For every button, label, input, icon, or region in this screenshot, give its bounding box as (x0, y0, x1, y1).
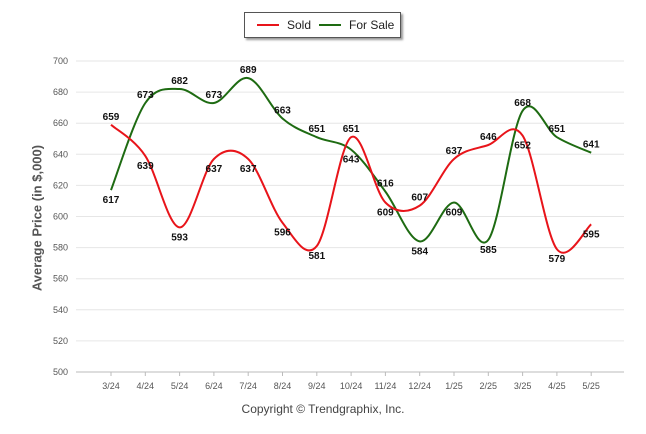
legend-item-sold[interactable]: Sold (257, 13, 311, 37)
x-tick-label-7/24: 7/24 (239, 381, 257, 391)
data-label-for-sale-14: 641 (583, 140, 600, 151)
data-label-for-sale-2: 682 (171, 76, 188, 87)
x-tick-label-4/25: 4/25 (548, 381, 566, 391)
data-label-sold-14: 595 (583, 229, 600, 240)
series-line-sold (110, 124, 592, 254)
y-tick-label-520: 520 (53, 336, 68, 346)
x-tick-label-1/25: 1/25 (445, 381, 463, 391)
copyright-text: Copyright © Trendgraphix, Inc. (241, 402, 405, 416)
data-label-sold-5: 596 (274, 228, 291, 239)
y-tick-label-600: 600 (53, 212, 68, 222)
data-label-sold-2: 593 (171, 232, 188, 243)
legend-swatch-for-sale (319, 24, 341, 26)
y-tick-label-640: 640 (53, 149, 68, 159)
data-label-for-sale-9: 584 (411, 246, 428, 257)
data-label-for-sale-13: 651 (549, 124, 566, 135)
y-tick-label-560: 560 (53, 274, 68, 284)
data-label-for-sale-11: 585 (480, 245, 497, 256)
data-label-sold-7: 651 (343, 124, 360, 135)
data-label-for-sale-3: 673 (206, 90, 223, 101)
data-label-sold-4: 637 (240, 164, 257, 175)
chart-legend: Sold For Sale (244, 12, 401, 38)
data-label-sold-13: 579 (549, 254, 566, 265)
data-label-for-sale-4: 689 (240, 65, 257, 76)
data-label-sold-1: 639 (137, 161, 154, 172)
data-label-for-sale-0: 617 (103, 195, 120, 206)
data-label-sold-0: 659 (103, 112, 120, 123)
data-label-sold-3: 637 (206, 164, 223, 175)
x-tick-label-3/25: 3/25 (514, 381, 532, 391)
data-label-for-sale-6: 651 (308, 124, 325, 135)
legend-label-sold: Sold (287, 18, 312, 32)
x-tick-label-11/24: 11/24 (374, 381, 396, 391)
legend-item-for-sale[interactable]: For Sale (319, 13, 394, 37)
series-line-for-sale (110, 77, 592, 244)
data-label-sold-11: 646 (480, 132, 497, 143)
x-tick-label-12/24: 12/24 (408, 381, 431, 391)
data-label-for-sale-5: 663 (274, 106, 291, 117)
y-tick-label-700: 700 (53, 56, 68, 66)
data-label-sold-12: 652 (514, 141, 531, 152)
data-label-for-sale-7: 643 (343, 155, 360, 166)
legend-swatch-sold (257, 24, 279, 26)
x-tick-label-4/24: 4/24 (137, 381, 155, 391)
data-label-sold-9: 607 (411, 193, 428, 204)
y-tick-label-680: 680 (53, 87, 68, 97)
x-tick-label-5/24: 5/24 (171, 381, 189, 391)
data-label-sold-6: 581 (308, 251, 325, 262)
x-tick-label-2/25: 2/25 (480, 381, 498, 391)
y-tick-label-540: 540 (53, 305, 68, 315)
data-label-for-sale-8: 616 (377, 179, 394, 190)
data-label-for-sale-10: 609 (446, 208, 463, 219)
y-tick-label-620: 620 (53, 180, 68, 190)
x-tick-label-9/24: 9/24 (308, 381, 326, 391)
y-tick-label-660: 660 (53, 118, 68, 128)
legend-label-for-sale: For Sale (349, 18, 395, 32)
data-label-for-sale-1: 673 (137, 90, 154, 101)
y-tick-label-500: 500 (53, 367, 68, 377)
data-label-for-sale-12: 668 (514, 98, 531, 109)
x-tick-label-10/24: 10/24 (340, 381, 363, 391)
x-tick-label-8/24: 8/24 (274, 381, 292, 391)
x-tick-label-3/24: 3/24 (102, 381, 120, 391)
y-tick-label-580: 580 (53, 243, 68, 253)
x-tick-label-6/24: 6/24 (205, 381, 223, 391)
data-label-sold-10: 637 (446, 146, 463, 157)
x-tick-label-5/25: 5/25 (582, 381, 600, 391)
data-label-sold-8: 609 (377, 208, 394, 219)
